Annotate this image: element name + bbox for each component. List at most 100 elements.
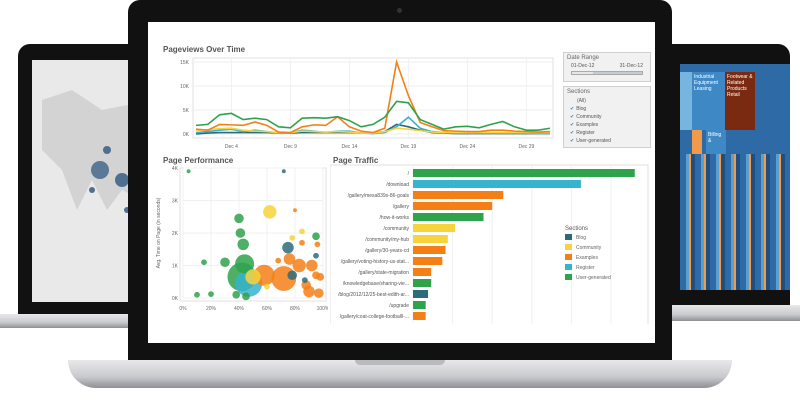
map-view (32, 60, 142, 302)
bar-label: /gallery/coat-college-footballl-... (340, 314, 409, 320)
scatter-point (282, 241, 294, 254)
scatter-point (208, 291, 214, 297)
plot-frame (192, 57, 554, 139)
bar (413, 246, 446, 254)
bar-label: /community/my-hub (365, 237, 409, 243)
scatter-point (194, 291, 200, 298)
bar (413, 191, 504, 199)
scatter-point (263, 205, 277, 219)
scatter-point (289, 234, 296, 241)
x-tick-label: 60% (262, 306, 273, 312)
scatter-point (242, 292, 250, 301)
bar (413, 180, 581, 188)
x-tick-label: 80% (290, 306, 301, 312)
bar (413, 257, 443, 265)
filter-item[interactable]: (All) (567, 97, 647, 105)
filter-item-label: Community (576, 114, 602, 120)
scatter-point (301, 277, 308, 284)
trackpad-notch (355, 360, 445, 365)
filter-item-label: Examples (576, 122, 599, 128)
date-range-slider[interactable] (571, 71, 643, 75)
filter-item-label: (All) (577, 98, 586, 104)
left-laptop-base (0, 314, 145, 328)
map-bubble (115, 173, 129, 187)
line-chart-title: Pageviews Over Time (163, 45, 246, 54)
x-tick-label: Dec 19 (400, 144, 416, 150)
scatter-point (299, 228, 305, 235)
y-tick-label: 3K (172, 199, 179, 205)
checkmark-icon: ✔ (570, 114, 575, 120)
scatter-point (275, 257, 282, 264)
bar-chart: 0K5K10K15K20K25K//download/gallery/mesa8… (330, 164, 649, 324)
bar (413, 235, 448, 243)
treemap-cell-industrial: Industrial Equipment Leasing (692, 72, 725, 130)
x-tick-label: Dec 29 (518, 144, 534, 150)
legend-label: Register (576, 265, 595, 271)
treemap-view: Industrial Equipment Leasing Footwear & … (680, 64, 790, 290)
checkmark-icon: ✔ (570, 138, 575, 144)
treemap-cell-billing: Billing & (706, 130, 726, 154)
bar-label: /gallery/voting-history-us-stat... (341, 259, 409, 265)
y-tick-label: 5K (183, 108, 190, 114)
scatter-point (314, 288, 324, 298)
date-range-filter[interactable]: Date Range 01-Dec-12 31-Dec-12 (563, 52, 651, 82)
x-tick-label: 20% (206, 306, 217, 312)
y-tick-label: 0K (172, 296, 179, 302)
bar (413, 202, 493, 210)
legend-swatch (565, 254, 572, 260)
x-tick-label: Dec 14 (341, 144, 357, 150)
filter-item[interactable]: ✔ Blog (567, 105, 647, 113)
checkmark-icon: ✔ (570, 106, 575, 112)
bar-label: /gallery/state-migration (358, 270, 409, 276)
scatter-point (292, 258, 306, 273)
scatter-point (312, 232, 320, 241)
right-laptop-base (660, 305, 800, 321)
bar-label: /download (386, 182, 409, 188)
x-tick-label: Dec 9 (284, 144, 297, 150)
y-tick-label: 15K (180, 60, 190, 66)
x-tick-label: Dec 24 (459, 144, 475, 150)
bar (413, 301, 426, 309)
scatter-point (237, 238, 249, 251)
bar-label: /gallery/mesa839s-86-goals (348, 193, 410, 199)
legend-label: User-generated (576, 275, 611, 281)
map-svg (42, 90, 142, 213)
bar-label: /gallery (393, 204, 410, 210)
legend-label: Examples (576, 255, 598, 261)
scatter-point (287, 270, 297, 281)
filter-item[interactable]: ✔ User-generated (567, 137, 647, 145)
legend-swatch (565, 234, 572, 240)
legend-swatch (565, 274, 572, 280)
bar-label: / (408, 171, 410, 177)
treemap-cell-footwear: Footwear & Related Products Retail (725, 72, 755, 130)
scatter-point (235, 228, 246, 238)
scatter-point (313, 252, 319, 259)
filter-item[interactable]: ✔ Register (567, 129, 647, 137)
bar-label: /blog/2012/12/25-best-edith-ar... (338, 292, 409, 298)
checkmark-icon: ✔ (570, 122, 575, 128)
y-tick-label: 0K (183, 132, 190, 138)
treemap-cell (680, 72, 692, 130)
bar (413, 224, 455, 232)
series-line-user-generated (195, 100, 551, 131)
x-tick-label: 40% (234, 306, 245, 312)
bar-label: /gallery/30-years-cd (365, 248, 409, 254)
scatter-point (245, 269, 261, 285)
checkmark-icon: ✔ (570, 130, 575, 136)
series-line-examples (195, 58, 551, 134)
bar (413, 169, 635, 177)
scatter-point (201, 259, 207, 266)
filter-item-label: User-generated (576, 138, 611, 144)
legend-title: Sections (565, 226, 588, 232)
dashboard: Pageviews Over Time 0K 5K 10K 15K Dec 4 Dec 9… (148, 22, 655, 343)
scatter-point (232, 290, 241, 299)
map-bubble (91, 161, 109, 179)
filter-item[interactable]: ✔ Examples (567, 121, 647, 129)
x-tick-label: Dec 4 (225, 144, 238, 150)
scatter-point (299, 239, 305, 246)
filter-item[interactable]: ✔ Community (567, 113, 647, 121)
scatter-point (283, 253, 296, 265)
y-tick-label: 10K (180, 84, 190, 90)
scatter-title: Page Performance (163, 156, 234, 165)
